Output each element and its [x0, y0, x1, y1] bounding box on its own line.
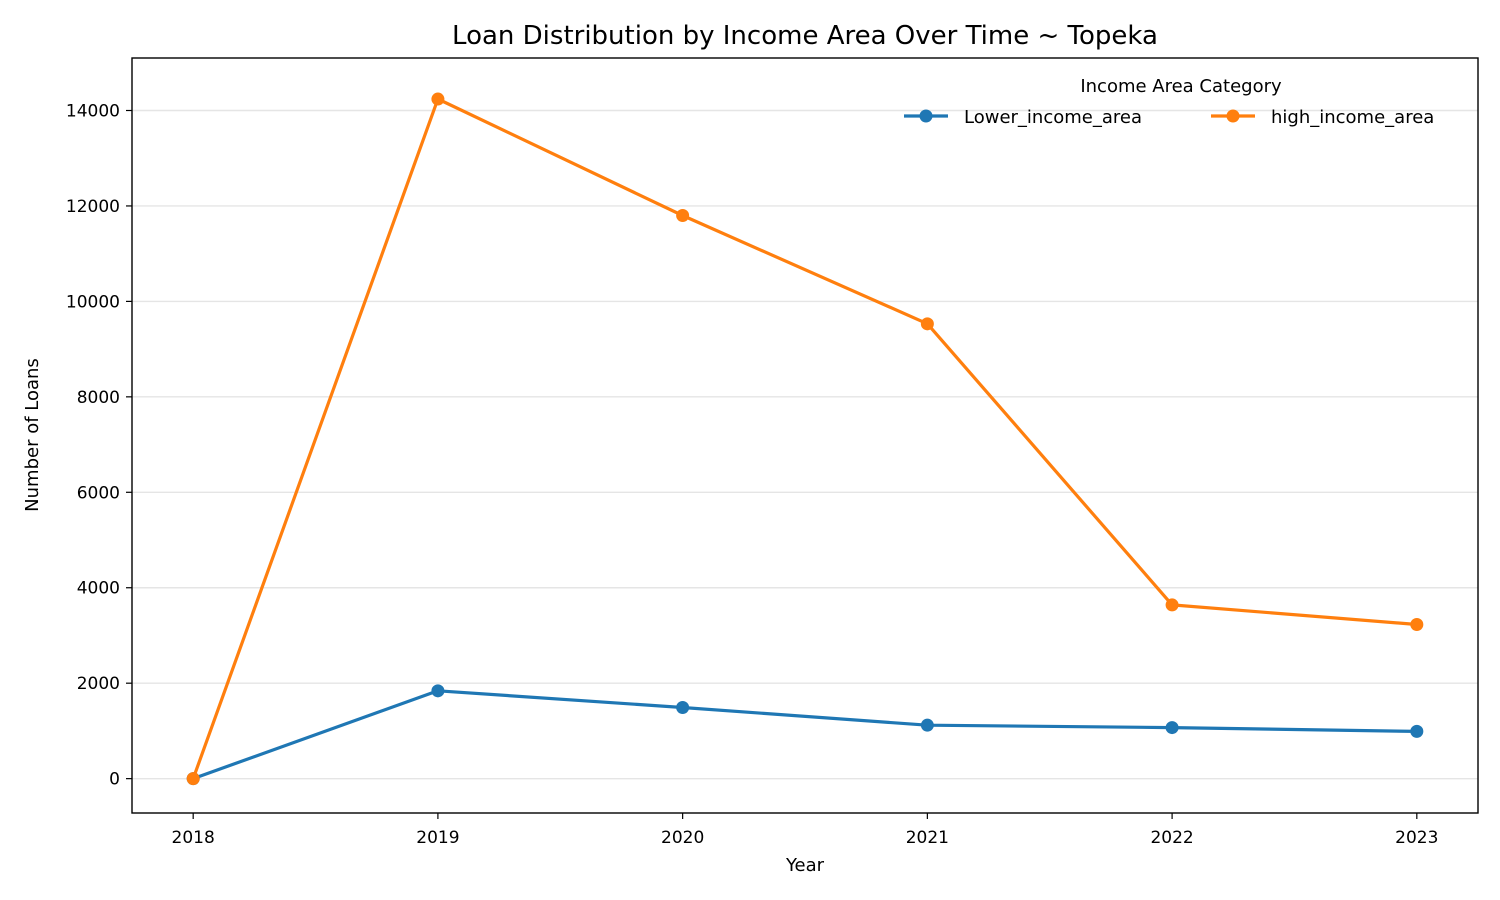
x-tick-label: 2023: [1395, 828, 1438, 848]
y-tick-label: 8000: [77, 388, 120, 408]
y-tick-label: 10000: [66, 292, 120, 312]
series-line: [192, 689, 1417, 781]
data-point: [186, 772, 200, 786]
legend-item-Lower_income_area: Lower_income_area: [904, 107, 1142, 128]
x-tick-label: 2020: [661, 828, 704, 848]
plot-frame: [131, 57, 1479, 814]
x-tick-label: 2021: [906, 828, 949, 848]
y-axis-label: Number of Loans: [22, 358, 43, 512]
x-tick-label: 2018: [172, 828, 215, 848]
y-tick-label: 0: [109, 770, 120, 790]
series-high_income_area: [186, 92, 1424, 786]
y-tick-label: 2000: [77, 674, 120, 694]
data-point: [1410, 724, 1424, 738]
y-tick-label: 12000: [66, 197, 120, 217]
chart-title: Loan Distribution by Income Area Over Ti…: [452, 21, 1158, 51]
legend-title: Income Area Category: [1080, 76, 1282, 97]
y-tick-label: 14000: [66, 101, 120, 121]
series-Lower_income_area: [186, 684, 1424, 786]
data-point: [431, 92, 445, 106]
y-tick-label: 6000: [77, 483, 120, 503]
data-point: [920, 718, 934, 732]
series-layer: [186, 92, 1424, 786]
legend: Income Area Category Lower_income_area hi…: [904, 76, 1434, 128]
y-tick-label: 4000: [77, 579, 120, 599]
data-point: [676, 701, 690, 715]
x-axis: 2018 2019 2020 2021 2022 2023: [172, 813, 1438, 848]
legend-swatch-marker: [919, 109, 933, 123]
legend-label: Lower_income_area: [964, 107, 1142, 128]
data-point: [1410, 617, 1424, 631]
legend-label: high_income_area: [1271, 107, 1434, 128]
data-point: [1165, 598, 1179, 612]
legend-swatch-marker: [1226, 109, 1240, 123]
series-line: [191, 97, 1417, 780]
data-point: [431, 684, 445, 698]
data-point: [920, 317, 934, 331]
y-axis: 0 2000 4000 6000 8000 10000 12000 14000: [66, 101, 132, 790]
x-tick-label: 2022: [1150, 828, 1193, 848]
x-axis-label: Year: [785, 855, 825, 876]
x-tick-label: 2019: [416, 828, 459, 848]
data-point: [1165, 721, 1179, 735]
grid-lines: [132, 109, 1478, 780]
legend-item-high_income_area: high_income_area: [1211, 107, 1434, 128]
data-point: [676, 208, 690, 222]
